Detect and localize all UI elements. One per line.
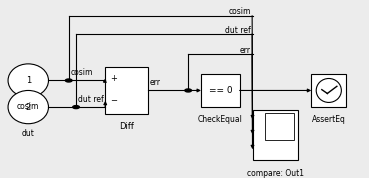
Text: cosim: cosim — [17, 102, 39, 111]
Bar — [252, 110, 299, 160]
Text: Diff: Diff — [119, 122, 134, 131]
Text: cosim: cosim — [70, 68, 93, 77]
Text: +: + — [110, 74, 117, 83]
Text: 2: 2 — [25, 103, 31, 112]
Ellipse shape — [316, 78, 341, 102]
Text: 1: 1 — [25, 76, 31, 85]
Text: AssertEq: AssertEq — [312, 115, 346, 124]
Text: dut ref: dut ref — [78, 95, 104, 104]
Circle shape — [65, 79, 72, 82]
Ellipse shape — [8, 64, 48, 97]
Text: CheckEqual: CheckEqual — [198, 115, 243, 124]
Text: err: err — [149, 78, 161, 87]
Circle shape — [185, 89, 192, 92]
Circle shape — [73, 106, 79, 109]
Text: −: − — [110, 96, 117, 105]
Text: dut ref: dut ref — [225, 26, 251, 35]
Bar — [201, 74, 239, 107]
Text: cosim: cosim — [229, 7, 251, 17]
Text: err: err — [240, 46, 251, 55]
Bar — [265, 112, 294, 140]
Bar — [106, 67, 148, 114]
Bar — [311, 74, 346, 107]
Text: dut: dut — [22, 129, 35, 138]
Text: == 0: == 0 — [208, 86, 232, 95]
Ellipse shape — [8, 90, 48, 124]
Text: compare: Out1: compare: Out1 — [247, 169, 304, 178]
